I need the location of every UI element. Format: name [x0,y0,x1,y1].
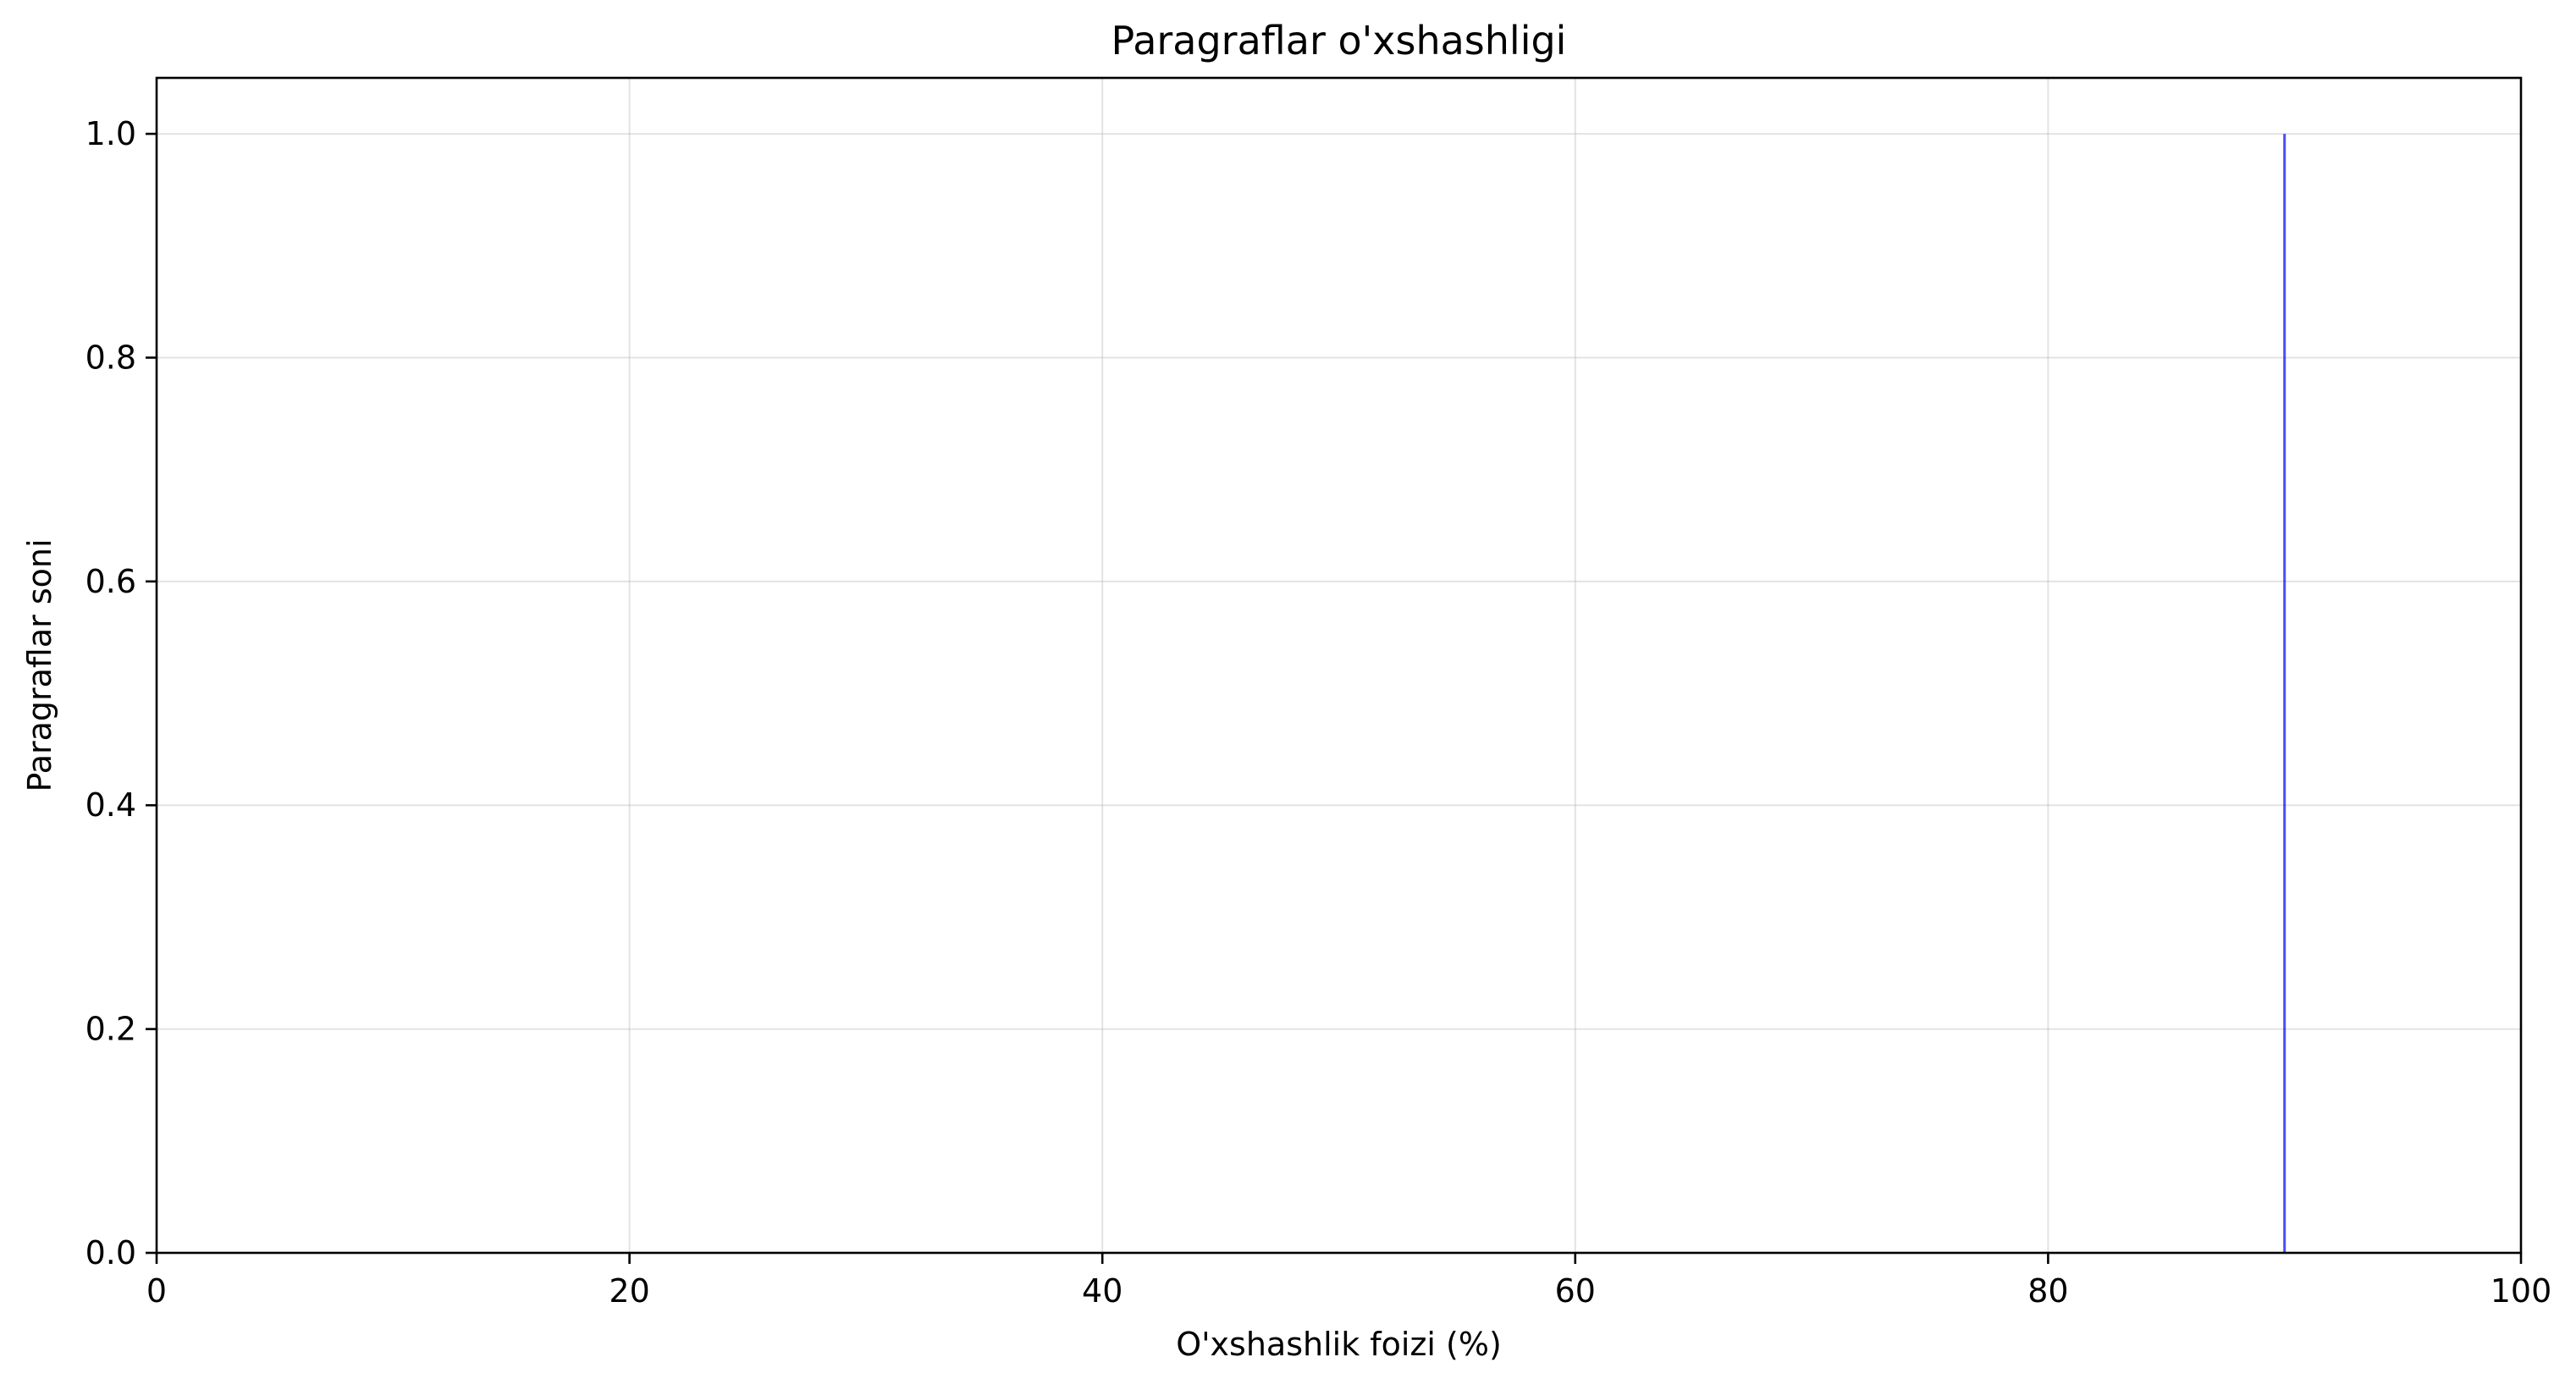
y-tick-label: 0.2 [85,1011,136,1048]
x-tick-label: 40 [1082,1272,1123,1310]
y-tick-label: 1.0 [85,115,136,152]
y-tick-label: 0.8 [85,339,136,376]
y-axis-ticks: 0.0 0.2 0.4 0.6 0.8 1.0 [85,115,157,1271]
x-tick-label: 20 [609,1272,649,1310]
x-axis-label: O'xshashlik foizi (%) [1176,1326,1502,1363]
y-tick-label: 0.0 [85,1234,136,1271]
x-tick-label: 60 [1555,1272,1596,1310]
y-tick-label: 0.6 [85,563,136,600]
x-tick-label: 100 [2491,1272,2552,1310]
chart-title: Paragraflar o'xshashligi [1111,18,1567,63]
plot-frame [155,76,2523,1255]
y-axis-label: Paragraflar soni [21,538,58,792]
x-tick-label: 0 [146,1272,167,1310]
x-axis-ticks: 0 20 40 60 80 100 [146,1253,2551,1310]
y-tick-label: 0.4 [85,786,136,824]
x-tick-label: 80 [2027,1272,2068,1310]
